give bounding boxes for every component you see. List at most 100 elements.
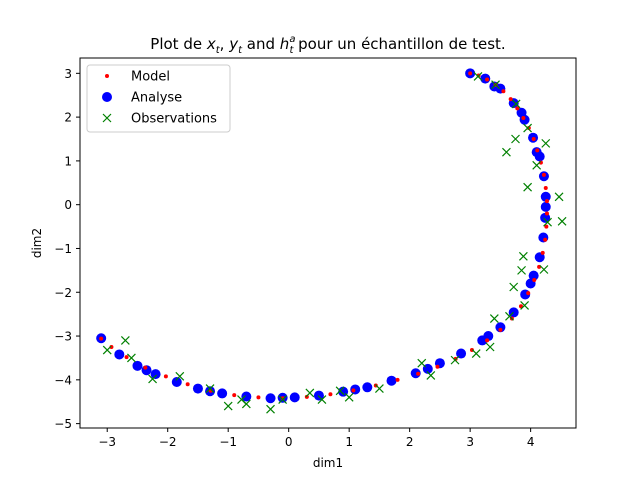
y-tick-label: −2 xyxy=(54,286,72,300)
legend-label-analyse: Analyse xyxy=(131,91,182,106)
model-point xyxy=(99,336,104,341)
analyse-point xyxy=(114,349,125,360)
observation-point xyxy=(543,217,552,227)
observation-point xyxy=(523,182,533,192)
observation-point xyxy=(518,251,528,261)
model-point xyxy=(531,137,536,142)
legend-label-model: Model xyxy=(131,70,170,85)
title-connector: and xyxy=(242,35,280,53)
y-tick-label: −5 xyxy=(54,417,72,431)
model-point xyxy=(543,237,548,242)
model-point xyxy=(501,89,506,94)
observation-point xyxy=(541,138,551,148)
analyse-point xyxy=(241,391,252,402)
observation-point xyxy=(517,265,526,275)
x-tick-label: −2 xyxy=(159,435,177,449)
x-axis-ticks: −3 −2 −1 0 1 2 3 4 xyxy=(98,428,534,449)
observation-point xyxy=(335,386,345,396)
model-point xyxy=(521,115,526,120)
observation-point xyxy=(175,371,185,381)
legend: Model Analyse Observations xyxy=(86,64,231,133)
analyse-point xyxy=(171,377,182,388)
plot-area xyxy=(96,68,567,414)
model-point xyxy=(143,365,148,370)
y-tick-label: 2 xyxy=(64,111,72,125)
observation-point xyxy=(450,355,460,365)
model-point xyxy=(485,338,490,343)
x-tick-label: 0 xyxy=(285,435,293,449)
model-point xyxy=(395,377,400,382)
x-tick-label: 3 xyxy=(466,435,474,449)
x-tick-label: 2 xyxy=(406,435,414,449)
analyse-point xyxy=(313,390,324,401)
title-var-y: y xyxy=(228,35,239,53)
observation-point xyxy=(485,342,495,352)
observation-point xyxy=(237,395,246,404)
observation-point xyxy=(509,282,519,292)
observation-point xyxy=(532,160,542,170)
observation-point xyxy=(120,336,130,345)
model-point xyxy=(515,106,520,111)
y-tick-label: 0 xyxy=(64,198,72,212)
observation-point xyxy=(126,353,136,363)
analyse-point xyxy=(516,107,527,118)
model-point xyxy=(304,394,309,399)
model-point xyxy=(544,211,549,216)
analyse-point xyxy=(540,191,551,202)
observation-point xyxy=(278,395,288,404)
observation-point xyxy=(374,384,384,394)
analyse-point xyxy=(217,388,228,399)
series-observations xyxy=(102,71,567,414)
observation-point xyxy=(523,123,533,133)
analyse-point xyxy=(538,232,549,243)
observation-point xyxy=(473,71,483,81)
observation-point xyxy=(491,80,500,90)
observation-point xyxy=(266,404,275,414)
title-sub-t: t xyxy=(289,45,294,56)
observation-point xyxy=(205,384,215,394)
y-tick-label: −4 xyxy=(54,373,72,387)
y-tick-label: 3 xyxy=(64,67,72,81)
observation-point xyxy=(511,134,520,144)
x-tick-label: 1 xyxy=(345,435,353,449)
observation-point xyxy=(520,300,530,310)
model-point xyxy=(232,393,237,398)
model-point xyxy=(526,291,531,296)
observation-point xyxy=(539,265,549,274)
observation-point xyxy=(511,99,521,109)
observation-point xyxy=(223,401,233,411)
analyse-point xyxy=(483,331,494,342)
y-tick-label: 1 xyxy=(64,154,72,168)
title-prefix: Plot de xyxy=(150,35,207,53)
model-point xyxy=(468,71,473,76)
y-tick-label: −3 xyxy=(54,330,72,344)
model-point xyxy=(185,382,190,387)
x-tick-label: 4 xyxy=(527,435,535,449)
observation-point xyxy=(344,392,354,402)
observation-point xyxy=(426,371,436,380)
model-point xyxy=(328,392,333,397)
legend-marker-observations xyxy=(102,113,112,123)
model-point xyxy=(163,374,168,379)
observation-point xyxy=(471,349,481,358)
legend-marker-analyse xyxy=(102,92,112,102)
observation-point xyxy=(502,147,511,157)
chart-title: Plot de xt, yt and ha t pour un échantill… xyxy=(150,34,505,56)
title-var-x: x xyxy=(206,35,216,53)
observation-point xyxy=(554,192,564,202)
observation-point xyxy=(557,216,567,226)
observation-point xyxy=(317,395,327,404)
model-point xyxy=(532,278,537,282)
model-point xyxy=(416,371,421,376)
model-point xyxy=(544,199,549,204)
model-point xyxy=(124,355,129,360)
y-tick-label: −1 xyxy=(54,242,72,256)
legend-label-observations: Observations xyxy=(131,112,217,127)
title-var-h: h xyxy=(280,35,290,53)
observation-point xyxy=(417,358,427,368)
title-separator: , xyxy=(220,35,230,53)
model-point xyxy=(498,327,503,332)
observation-point xyxy=(505,311,514,321)
observation-point xyxy=(148,374,158,384)
analyse-point xyxy=(386,375,397,386)
